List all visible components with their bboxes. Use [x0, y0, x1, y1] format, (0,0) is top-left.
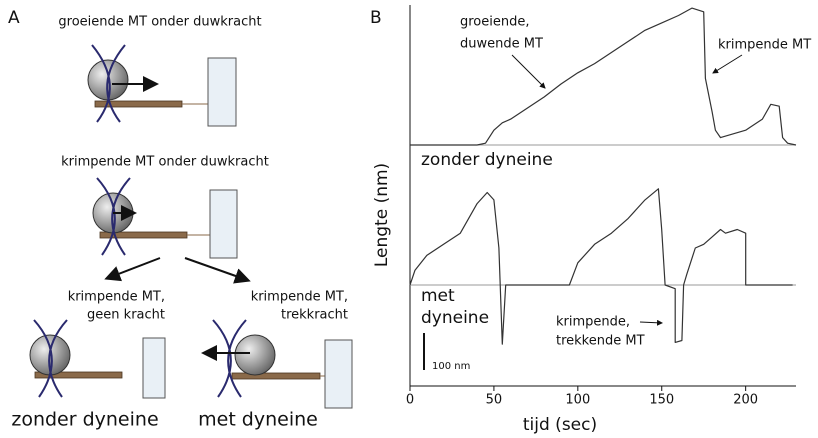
- condition-label: zonder dyneine: [11, 409, 158, 431]
- branch-arrow: [104, 257, 161, 282]
- scale-bar-label: 100 nm: [432, 361, 470, 372]
- trace: [410, 7, 797, 146]
- annotation: trekkende MT: [556, 334, 645, 349]
- step-caption: krimpende MT onder duwkracht: [61, 155, 269, 170]
- y-axis-label: Lengte (nm): [372, 163, 392, 267]
- panel-label: A: [8, 8, 20, 28]
- x-tick-label: 0: [406, 393, 414, 408]
- x-tick-label: 50: [486, 393, 503, 408]
- x-tick-label: 150: [649, 393, 674, 408]
- annotation: krimpende MT: [718, 38, 811, 53]
- branch-caption: geen kracht: [87, 308, 165, 323]
- trace: [409, 188, 793, 345]
- step-caption: groeiende MT onder duwkracht: [58, 15, 261, 30]
- annotation: groeiende,: [460, 15, 530, 30]
- x-axis-label: tijd (sec): [523, 415, 597, 435]
- annotation: duwende MT: [460, 37, 543, 52]
- scene: [201, 319, 353, 409]
- branch-arrow: [184, 257, 251, 284]
- branch-caption: krimpende MT,: [68, 290, 165, 305]
- branch-caption: trekkracht: [281, 308, 348, 323]
- annotation: krimpende,: [556, 315, 630, 330]
- x-tick-label: 200: [733, 393, 758, 408]
- annotation-arrow: [511, 54, 546, 89]
- scene: [29, 319, 166, 399]
- series-label: met dyneine: [421, 286, 490, 328]
- series-label: zonder dyneine: [421, 150, 553, 170]
- scene: [87, 44, 237, 127]
- scene: [92, 177, 238, 259]
- panel-label: B: [370, 8, 382, 28]
- annotation-arrow: [712, 54, 743, 74]
- branch-caption: krimpende MT,: [251, 290, 348, 305]
- x-tick-label: 100: [565, 393, 590, 408]
- annotation-arrow: [639, 319, 663, 326]
- condition-label: met dyneine: [198, 409, 318, 431]
